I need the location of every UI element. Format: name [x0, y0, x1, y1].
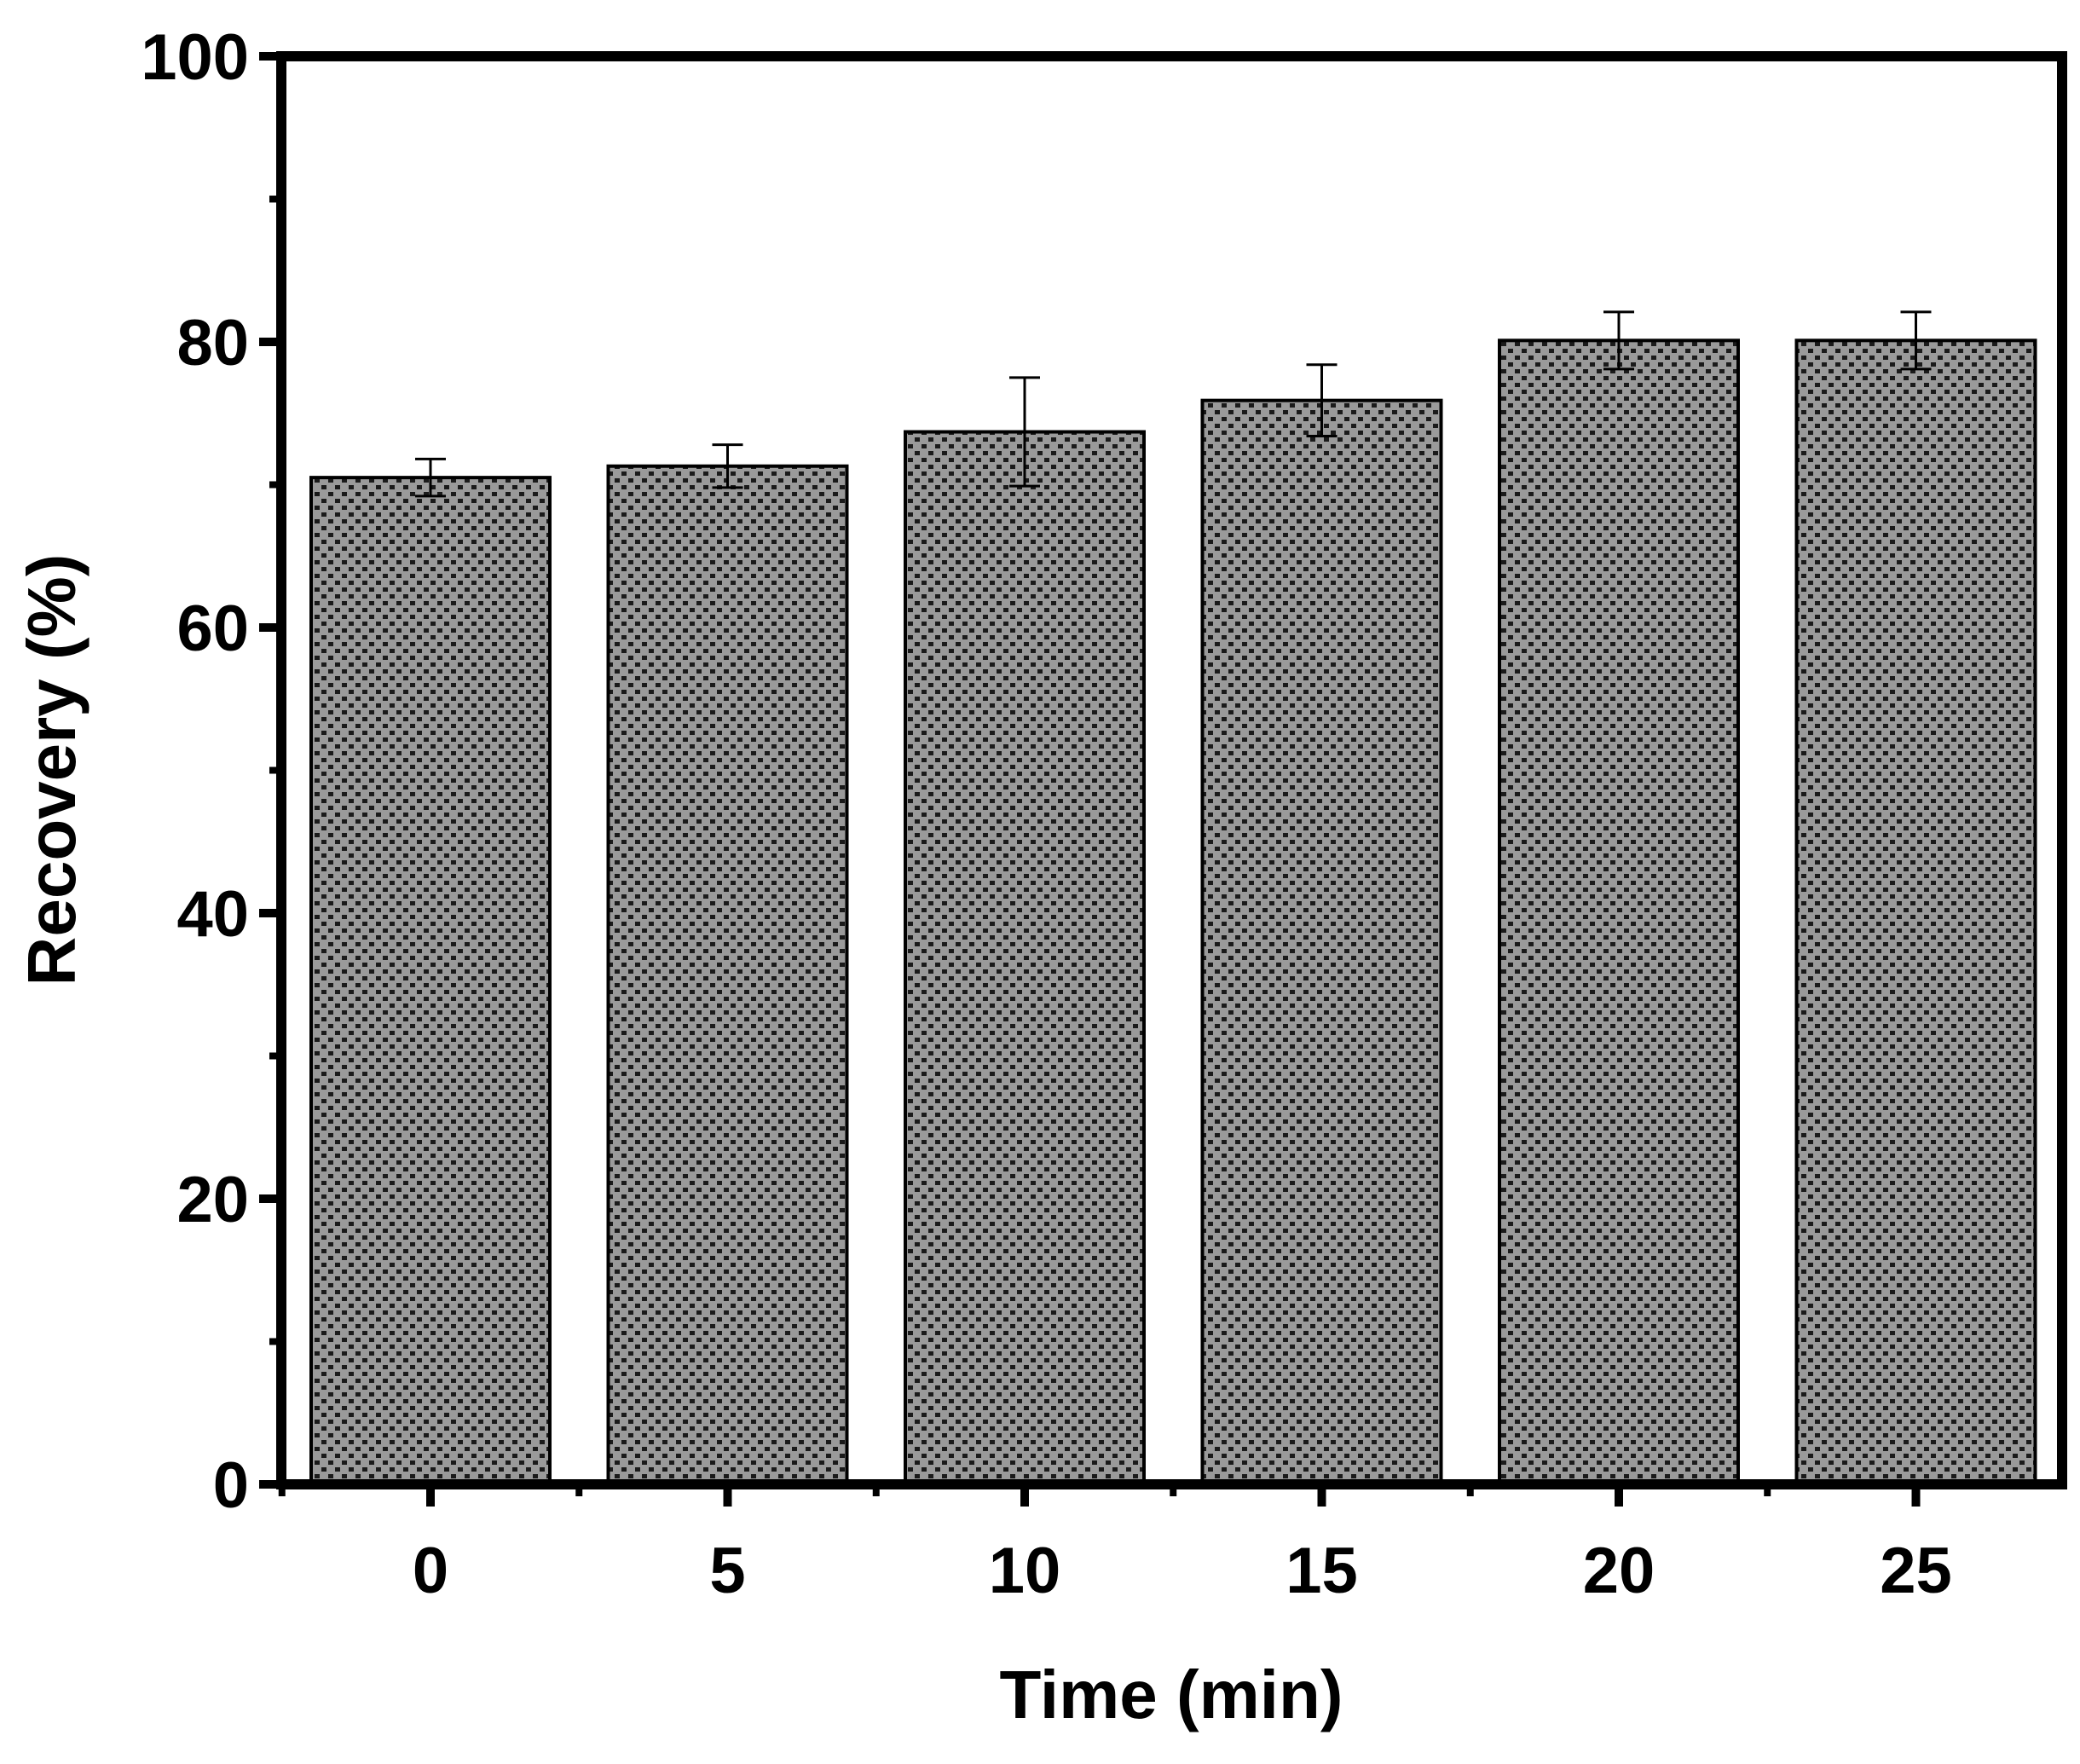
- tick-labels-layer: 0 20 40 60 80 100 0 5 10 15 20 25: [141, 21, 1952, 1607]
- x-tick-label: 20: [1583, 1535, 1655, 1607]
- y-tick-label: 60: [176, 593, 249, 665]
- error-bar-15: [1306, 363, 1338, 438]
- x-tick-label: 25: [1880, 1535, 1952, 1607]
- bar-15: [1200, 398, 1443, 1486]
- error-bars-layer: [415, 310, 1932, 498]
- ticks-layer: [259, 52, 1921, 1507]
- bar-10: [904, 430, 1146, 1486]
- bars-layer: [309, 338, 2037, 1487]
- bar-25: [1794, 338, 2037, 1487]
- y-tick-label: 0: [213, 1449, 249, 1522]
- x-tick-label: 5: [709, 1535, 745, 1607]
- error-bar-25: [1900, 310, 1932, 371]
- y-tick-label: 40: [176, 878, 249, 951]
- y-tick-label: 80: [176, 307, 249, 379]
- x-tick-label: 10: [989, 1535, 1061, 1607]
- error-bar-5: [712, 443, 743, 489]
- x-tick-label: 15: [1286, 1535, 1358, 1607]
- bar-0: [309, 476, 552, 1486]
- x-tick-label: 0: [413, 1535, 448, 1607]
- error-bar-20: [1603, 310, 1634, 371]
- error-bar-10: [1009, 376, 1040, 488]
- error-bar-0: [415, 457, 446, 498]
- y-tick-label: 20: [176, 1164, 249, 1236]
- bar-20: [1498, 338, 1740, 1487]
- bar-5: [606, 464, 849, 1486]
- x-axis-title: Time (min): [999, 1657, 1343, 1732]
- y-tick-label: 100: [141, 21, 249, 94]
- y-axis-title: Recovery (%): [14, 554, 90, 986]
